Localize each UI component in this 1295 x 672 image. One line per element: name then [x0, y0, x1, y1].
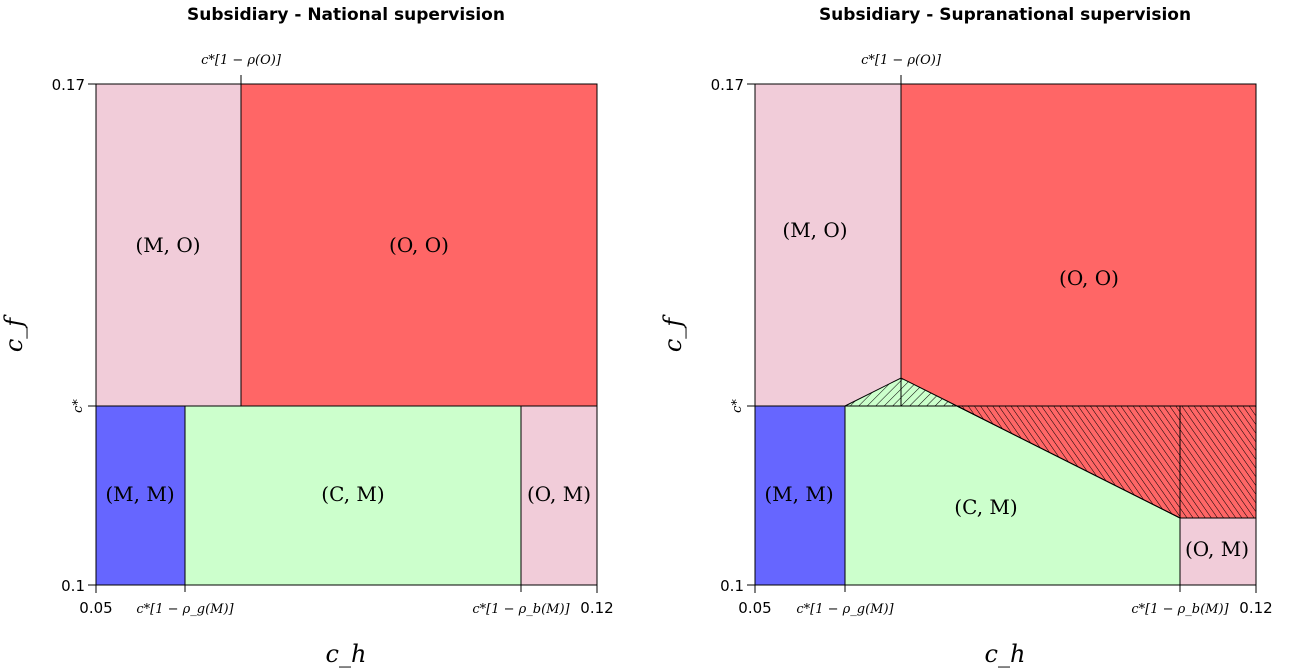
- right-boundary-diagonal: [956, 405, 1181, 519]
- left-x-tick-label-005: 0.05: [79, 599, 112, 617]
- left-chart-title: Subsidiary - National supervision: [187, 5, 505, 25]
- right-region-label-cm: (C, M): [954, 495, 1017, 519]
- left-region-label-mm: (M, M): [105, 482, 174, 506]
- right-x-axis-label: c_h: [985, 640, 1026, 668]
- left-region-cm: [185, 406, 521, 585]
- right-region-label-mm: (M, M): [764, 482, 833, 506]
- right-region-cm: [845, 406, 1180, 585]
- left-x-tick-label-rho-g: c*[1 − ρ_g(M)]: [136, 602, 234, 617]
- right-region-om: [1180, 518, 1256, 585]
- right-x-tick-label-005: 0.05: [738, 599, 771, 617]
- left-region-oo: [241, 84, 597, 406]
- right-region-mo: [755, 84, 901, 406]
- left-top-annotation: c*[1 − ρ(O)]: [201, 53, 282, 68]
- right-x-tick-label-rho-g: c*[1 − ρ_g(M)]: [796, 602, 894, 617]
- left-x-axis-label: c_h: [326, 640, 367, 668]
- right-plot-frame: [754, 83, 1257, 586]
- left-panel: Subsidiary - National supervision 0.17 0…: [0, 5, 614, 668]
- right-chart-title: Subsidiary - Supranational supervision: [819, 5, 1191, 25]
- right-top-annotation: c*[1 − ρ(O)]: [861, 53, 942, 68]
- right-x-tick-label-rho-b: c*[1 − ρ_b(M)]: [1131, 602, 1229, 617]
- left-region-label-om: (O, M): [527, 482, 591, 506]
- right-region-label-mo: (M, O): [782, 218, 847, 242]
- left-x-tick-label-rho-b: c*[1 − ρ_b(M)]: [472, 602, 570, 617]
- left-y-tick-label-cstar: c*: [71, 399, 86, 413]
- right-region-label-oo: (O, O): [1059, 266, 1119, 290]
- left-y-tick-label-01: 0.1: [61, 577, 85, 595]
- right-panel: Subsidiary - Supranational supervision 0…: [659, 5, 1273, 668]
- left-y-tick-label-017: 0.17: [52, 76, 85, 94]
- left-region-label-oo: (O, O): [389, 233, 449, 257]
- left-region-mo: [96, 84, 241, 406]
- left-region-label-cm: (C, M): [321, 482, 384, 506]
- right-region-oo: [901, 84, 1256, 406]
- right-region-mm: [755, 406, 845, 585]
- right-y-axis-label: c_f: [659, 314, 687, 352]
- right-region-label-om: (O, M): [1185, 537, 1249, 561]
- left-y-axis-label: c_f: [0, 314, 28, 352]
- right-y-tick-label-cstar: c*: [730, 399, 745, 413]
- left-region-mm: [96, 406, 185, 585]
- left-region-om: [521, 406, 597, 585]
- right-y-tick-label-017: 0.17: [711, 76, 744, 94]
- left-x-tick-label-012: 0.12: [580, 599, 613, 617]
- left-plot-frame: [95, 83, 598, 586]
- right-x-tick-label-012: 0.12: [1239, 599, 1272, 617]
- right-y-tick-label-01: 0.1: [720, 577, 744, 595]
- left-region-label-mo: (M, O): [135, 233, 200, 257]
